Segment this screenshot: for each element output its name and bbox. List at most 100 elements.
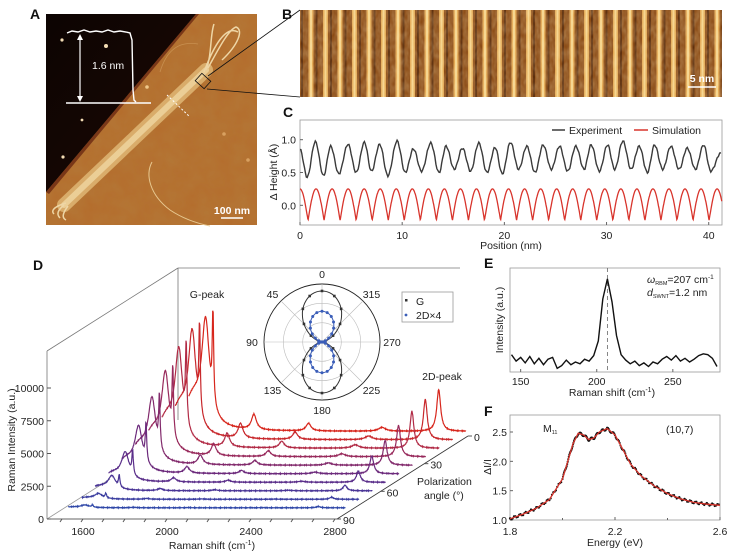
polar-point-2d [330,332,334,336]
polar-spoke [280,341,323,384]
diameter-label: dSWNT=1.2 nm [647,287,708,300]
polar-point-2d [329,314,333,318]
legend-2d: 2D×4 [416,310,442,322]
spectrum-30deg [148,365,427,459]
chart-d-xtick [248,518,252,523]
polar-point-2d [323,341,327,345]
polar-point-2d [325,311,329,315]
chart-d-xtick [143,518,147,523]
chart-c-xlabel: Position (nm) [480,240,542,252]
chart-d-xtick [227,518,231,523]
legend-experiment: Experiment [569,125,622,137]
polar-point-g [333,294,336,298]
polar-point-2d [332,326,336,330]
spectrum-80deg [81,491,360,502]
polar-point-2d [330,348,334,352]
polar-point-2d [313,336,317,340]
chart-d-ylabel: Raman Intensity (a.u.) [6,388,18,491]
legend-2d-marker [404,313,408,317]
panel-b: B 5 nm [282,6,722,97]
polar-point-2d [327,336,331,340]
chart-d-ytick-label: 5000 [21,449,45,461]
polar-point-2d [308,326,312,330]
chart-c-xtick-label: 0 [297,230,303,242]
chart-d-axes-box [46,267,469,520]
chart-d-ytick-label: 7500 [21,416,45,428]
chirality-label: (10,7) [666,424,693,436]
chart-d-xtick-label: 2400 [239,526,263,538]
chart-d-xtick [206,518,210,523]
chart-c-xtick-label: 30 [601,230,613,242]
panel-label-f: F [484,403,493,419]
polar-point-2d [311,314,315,318]
polar-point-g [331,334,335,337]
polar-point-g [320,391,324,395]
polar-point-2d [321,340,325,344]
chart-d-ztick-label: 90 [343,515,355,527]
polar-point-g [301,373,305,377]
chart-d-xtick-label: 2000 [155,526,179,538]
chart-d-ytick-label: 2500 [21,481,45,493]
polar-point-g [333,386,336,390]
polar-point-g [309,334,313,337]
polar-point-g [308,294,311,298]
polar-point-g [339,373,343,377]
chart-e-xlabel: Raman shift (cm-1) [569,387,655,399]
panel-d: D Raman Intensity (a.u.) Raman shift (cm… [6,257,480,552]
polar-point-2d [308,360,312,364]
chart-d-zlabel-line1: Polarization [417,476,472,488]
chart-d-xtick [332,518,336,523]
experiment-line [299,138,722,179]
chart-f-ytick-label: 1.5 [492,486,507,498]
chart-f-xtick-label: 2.2 [608,526,623,538]
polar-legend: G 2D×4 [401,291,454,323]
zoom-region-box [194,72,212,90]
panel-c: C Position (nm) Δ Height (Å) Experiment … [267,104,723,252]
polar-spoke [321,341,364,384]
chart-f-xtick-label: 2.6 [713,526,728,538]
simulation-line [299,188,723,222]
polar-point-2d [311,366,315,370]
polar-point-2d [332,354,336,358]
chart-d-xtick-label: 1600 [71,526,95,538]
panel-label-e: E [484,255,493,271]
polar-point-2d [317,339,321,343]
spectrum-10deg [174,322,454,442]
chart-d-ztick-label: 0 [474,432,480,444]
chart-c-ytick-label: 0.0 [281,200,296,212]
chart-c-ytick-label: 1.0 [281,135,296,147]
chart-e-ylabel: Intensity (a.u.) [494,287,506,354]
chart-c-ytick-label: 0.5 [281,168,296,180]
chart-d-xlabel: Raman shift (cm-1) [169,540,255,552]
spectra-group [67,310,467,510]
fit-line [509,427,721,520]
polar-point-2d [310,332,314,336]
chart-d-ytick-label: 0 [38,514,44,526]
polar-point-2d [327,344,331,348]
chart-d-xtick-label: 2800 [323,526,347,538]
chart-d-xtick [80,518,84,523]
polar-point-2d [320,309,324,313]
polar-point-g [301,307,305,311]
g-peak-label: G-peak [190,289,225,301]
polar-point-g [320,289,324,293]
spectrum-60deg [108,448,386,485]
chart-f-ytick-label: 2.5 [492,427,507,439]
panel-label-a: A [30,6,40,22]
legend-g: G [416,296,424,308]
chart-e-xtick-label: 200 [588,376,606,388]
polar-angle-label: 0 [319,269,325,281]
chart-d-ztick-label: 60 [387,487,399,499]
scale-bar-a-label: 100 nm [214,205,250,217]
chart-c-xtick-label: 10 [396,230,408,242]
chart-d-xtick [269,518,273,523]
panel-a: A 1.6 nm [30,6,301,227]
chart-d-xtick [164,518,168,523]
spectrum-70deg [94,473,373,493]
polar-point-2d [323,339,327,343]
polar-point-g [338,322,342,326]
panel-label-c: C [283,104,293,120]
chart-c-xtick-label: 40 [703,230,715,242]
polar-point-2d [329,366,333,370]
